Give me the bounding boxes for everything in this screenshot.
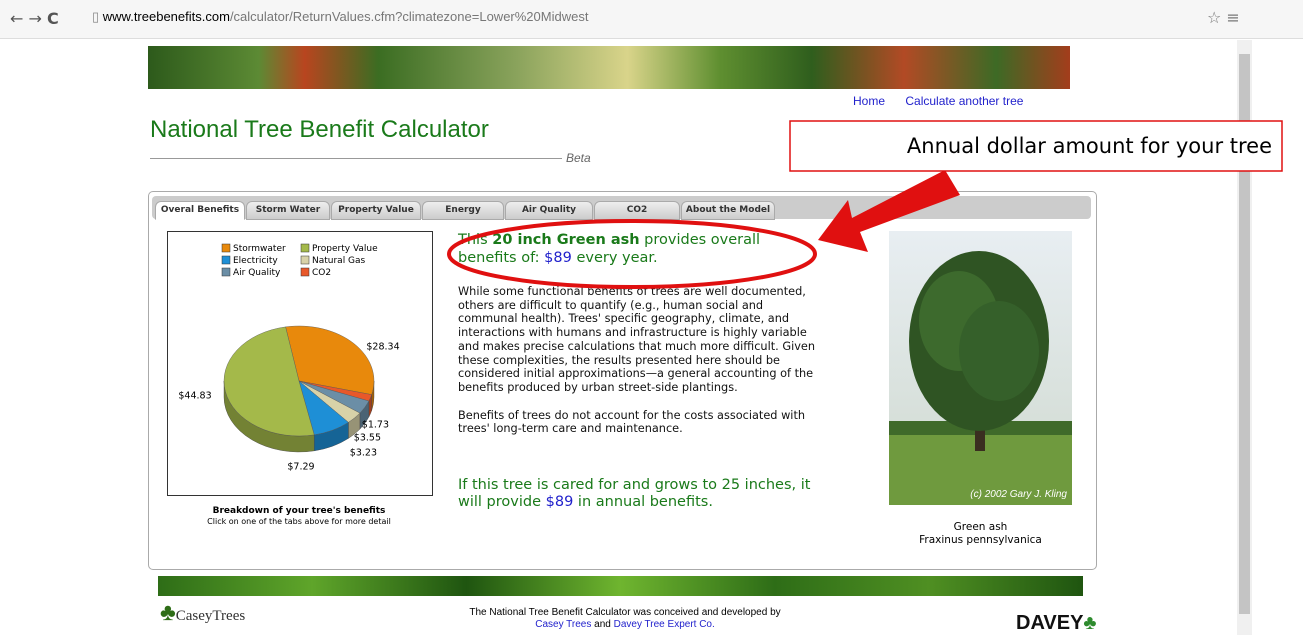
arrow (818, 170, 960, 252)
annotation-layer: Annual dollar amount for your tree (0, 0, 1303, 635)
page: ← → C ▯ www.treebenefits.com/calculator/… (0, 0, 1303, 635)
callout-text: Annual dollar amount for your tree (907, 134, 1272, 158)
highlight-ellipse (449, 221, 815, 287)
